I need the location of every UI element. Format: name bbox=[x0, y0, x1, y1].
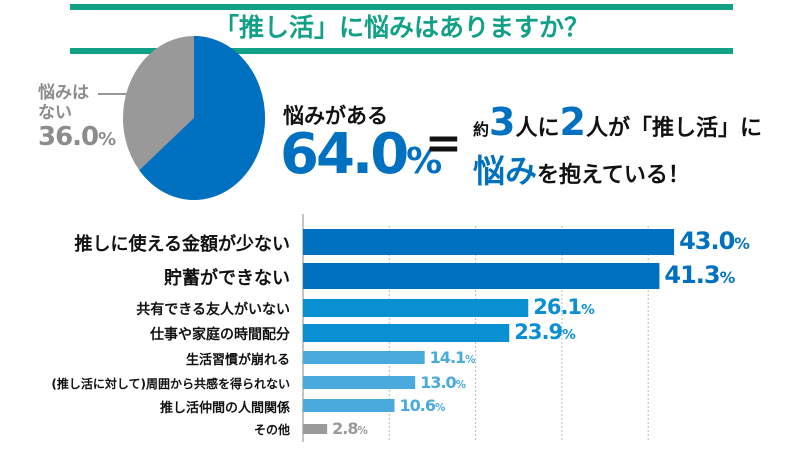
title-rule-bottom bbox=[70, 48, 733, 54]
value-label: 43.0% bbox=[679, 227, 750, 256]
bar bbox=[303, 324, 510, 342]
percent-sign: % bbox=[734, 235, 750, 254]
title-rule-top bbox=[70, 4, 733, 10]
percent-sign: % bbox=[719, 269, 736, 288]
value-label: 26.1% bbox=[533, 295, 594, 319]
category-label: (推し活に対して)周囲から共感を得られない bbox=[51, 376, 290, 391]
value-label: 2.8% bbox=[332, 419, 368, 439]
yes-percent: 64.0% bbox=[280, 122, 442, 187]
percent-sign: % bbox=[357, 425, 368, 438]
page-title: 「推し活」に悩みはありますか？ bbox=[213, 13, 589, 42]
category-label: 生活習慣が崩れる bbox=[185, 353, 290, 369]
equals-sign: = bbox=[425, 118, 462, 169]
category-label: 共有できる友人がいない bbox=[136, 301, 290, 318]
value-label: 41.3% bbox=[664, 261, 736, 290]
category-label: 貯蓄ができない bbox=[164, 268, 290, 290]
percent-sign: % bbox=[581, 301, 595, 318]
percent-sign: % bbox=[465, 353, 475, 366]
message-line-2: 悩みを抱えている！ bbox=[473, 152, 690, 190]
bar bbox=[303, 399, 395, 412]
value-text: 26.1 bbox=[533, 294, 582, 319]
yes-label: 悩みがある bbox=[283, 104, 388, 128]
message-line-1: 約3人に2人が「推し活」に bbox=[473, 100, 762, 144]
percent-sign: % bbox=[455, 378, 466, 391]
bar bbox=[303, 229, 675, 255]
pie-slice-yes bbox=[139, 36, 266, 201]
bar bbox=[303, 424, 328, 434]
category-label: その他 bbox=[253, 423, 290, 438]
percent-sign: % bbox=[562, 326, 576, 343]
value-text: 10.6 bbox=[399, 395, 435, 415]
value-label: 13.0% bbox=[420, 372, 466, 392]
category-label: 仕事や家庭の時間配分 bbox=[150, 326, 290, 343]
value-label: 10.6% bbox=[399, 395, 445, 415]
bar bbox=[303, 351, 425, 364]
value-label: 14.1% bbox=[429, 347, 476, 367]
leader-line bbox=[98, 93, 132, 95]
category-label: 推し活仲間の人間関係 bbox=[159, 401, 290, 417]
no-label-1: 悩みは bbox=[38, 83, 89, 103]
value-text: 41.3 bbox=[664, 261, 720, 290]
value-text: 13.0 bbox=[420, 372, 456, 392]
percent-sign: % bbox=[434, 401, 445, 414]
value-text: 14.1 bbox=[429, 347, 466, 367]
no-label-2: ない bbox=[38, 103, 72, 123]
bar bbox=[303, 263, 660, 289]
value-label: 23.9% bbox=[514, 320, 575, 344]
value-text: 43.0 bbox=[679, 227, 735, 256]
bar bbox=[303, 299, 529, 317]
value-text: 2.8 bbox=[332, 419, 358, 439]
bar bbox=[303, 376, 416, 389]
category-label: 推しに使える金額が少ない bbox=[74, 234, 290, 256]
value-text: 23.9 bbox=[514, 319, 563, 344]
no-percent: 36.0% bbox=[38, 122, 116, 152]
